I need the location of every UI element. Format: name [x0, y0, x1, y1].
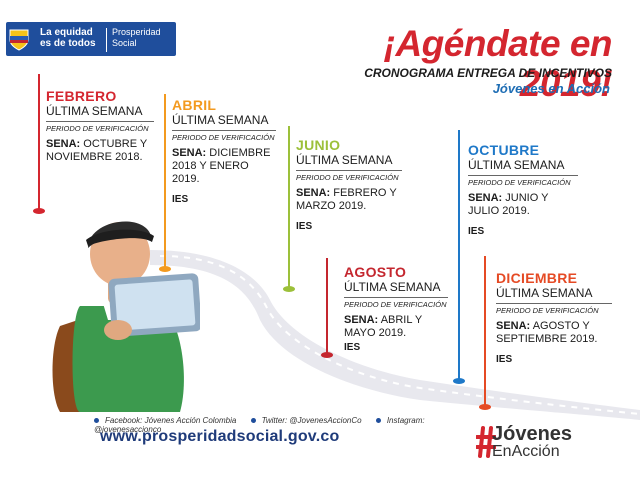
hashtag-icon — [476, 426, 496, 458]
card-period: PERIODO DE VERIFICACIÓN — [344, 300, 447, 309]
card-sena-detail: SENA: DICIEMBRE 2018 Y ENERO 2019. — [172, 147, 276, 186]
card-octubre: OCTUBRE ÚLTIMA SEMANA PERIODO DE VERIFIC… — [468, 142, 578, 237]
card-period: PERIODO DE VERIFICACIÓN — [468, 178, 571, 187]
febrero-pin — [33, 208, 45, 214]
sena-label: SENA: — [496, 320, 531, 332]
twitter-text: Twitter: @JovenesAccionCo — [261, 416, 362, 425]
logo-divider — [106, 28, 107, 52]
brand-name: Prosperidad Social — [112, 27, 161, 48]
facebook-link[interactable]: Facebook: Jóvenes Acción Colombia — [94, 416, 242, 425]
card-divider — [296, 170, 402, 171]
sena-text: DICIEMBRE 2018 Y ENERO 2019. — [172, 147, 271, 185]
headline: ¡Agéndate en 2019! — [383, 23, 613, 104]
card-period: PERIODO DE VERIFICACIÓN — [172, 133, 275, 142]
facebook-icon — [94, 418, 99, 424]
febrero-pole — [38, 74, 40, 210]
octubre-pole — [458, 130, 460, 380]
card-sena-detail: SENA: AGOSTO Y SEPTIEMBRE 2019. — [496, 320, 612, 346]
card-abril: ABRIL ÚLTIMA SEMANA PERIODO DE VERIFICAC… — [172, 97, 276, 205]
card-divider — [172, 130, 276, 131]
octubre-pin — [453, 378, 465, 384]
abril-pin — [159, 266, 171, 272]
card-sena-detail: SENA: OCTUBRE Y NOVIEMBRE 2018. — [46, 138, 154, 164]
program-name: Jóvenes en Acción — [492, 81, 610, 96]
card-sena-detail: SENA: FEBRERO Y MARZO 2019. — [296, 187, 402, 213]
sena-text: OCTUBRE Y NOVIEMBRE 2018. — [46, 138, 148, 163]
diciembre-pole — [484, 256, 486, 406]
sena-label: SENA: — [46, 138, 81, 150]
card-febrero: FEBRERO ÚLTIMA SEMANA PERIODO DE VERIFIC… — [46, 88, 154, 164]
abril-pole — [164, 94, 166, 268]
jovenes-logo-line2: EnAcción — [492, 443, 560, 460]
twitter-icon — [250, 418, 256, 424]
sena-text: AGOSTO Y SEPTIEMBRE 2019. — [496, 320, 598, 345]
card-month: DICIEMBRE — [496, 270, 578, 286]
card-divider — [344, 297, 448, 298]
instagram-text: Instagram: @jovenesaccionco — [94, 416, 425, 434]
card-month: JUNIO — [296, 137, 341, 153]
card-week: ÚLTIMA SEMANA — [496, 286, 593, 300]
social-links: Facebook: Jóvenes Acción Colombia Twitte… — [94, 416, 454, 434]
card-week: ÚLTIMA SEMANA — [296, 153, 393, 167]
card-sena-detail: SENA: ABRIL Y MAYO 2019. — [344, 314, 448, 340]
agosto-pin — [321, 352, 333, 358]
government-tagline: La equidad es de todos — [40, 27, 96, 49]
card-week: ÚLTIMA SEMANA — [344, 280, 441, 294]
card-ies: IES — [172, 194, 189, 205]
twitter-link[interactable]: Twitter: @JovenesAccionCo — [250, 416, 368, 425]
card-week: ÚLTIMA SEMANA — [172, 113, 269, 127]
sena-text: ABRIL Y MAYO 2019. — [344, 314, 423, 339]
card-sena-detail: SENA: JUNIO Y JULIO 2019. — [468, 192, 578, 218]
card-divider — [468, 175, 578, 176]
card-week: ÚLTIMA SEMANA — [46, 104, 143, 118]
card-junio: JUNIO ÚLTIMA SEMANA PERIODO DE VERIFICAC… — [296, 137, 402, 232]
agosto-pole — [326, 258, 328, 354]
jovenes-logo-line1: Jóvenes — [492, 423, 573, 445]
card-ies: IES — [468, 226, 485, 237]
diciembre-pin — [479, 404, 491, 410]
instagram-link[interactable]: Instagram: @jovenesaccionco — [94, 416, 425, 434]
junio-pole — [288, 126, 290, 288]
card-week: ÚLTIMA SEMANA — [468, 158, 565, 172]
card-diciembre: DICIEMBRE ÚLTIMA SEMANA PERIODO DE VERIF… — [496, 270, 612, 365]
junio-pin — [283, 286, 295, 292]
sena-label: SENA: — [344, 314, 379, 326]
card-ies: IES — [344, 342, 361, 353]
card-divider — [46, 121, 154, 122]
card-ies: IES — [496, 354, 513, 365]
card-divider — [496, 303, 612, 304]
card-month: ABRIL — [172, 97, 217, 113]
website-link[interactable]: www.prosperidadsocial.gov.co — [100, 428, 340, 445]
card-agosto: AGOSTO ÚLTIMA SEMANA PERIODO DE VERIFICA… — [344, 264, 448, 353]
sena-text: FEBRERO Y MARZO 2019. — [296, 187, 397, 212]
prosperidad-social-logo — [6, 22, 176, 56]
subtitle: CRONOGRAMA ENTREGA DE INCENTIVOS — [364, 66, 612, 80]
sena-label: SENA: — [468, 192, 503, 204]
card-month: FEBRERO — [46, 88, 117, 104]
card-month: OCTUBRE — [468, 142, 540, 158]
card-period: PERIODO DE VERIFICACIÓN — [296, 173, 399, 182]
student-illustration — [52, 221, 200, 412]
card-ies: IES — [296, 221, 313, 232]
sena-text: JUNIO Y JULIO 2019. — [468, 192, 549, 217]
card-period: PERIODO DE VERIFICACIÓN — [496, 306, 599, 315]
sena-label: SENA: — [172, 147, 207, 159]
instagram-icon — [375, 418, 381, 424]
colombia-shield-icon — [9, 29, 29, 51]
card-month: AGOSTO — [344, 264, 407, 280]
card-period: PERIODO DE VERIFICACIÓN — [46, 124, 149, 133]
sena-label: SENA: — [296, 187, 331, 199]
facebook-text: Facebook: Jóvenes Acción Colombia — [105, 416, 237, 425]
